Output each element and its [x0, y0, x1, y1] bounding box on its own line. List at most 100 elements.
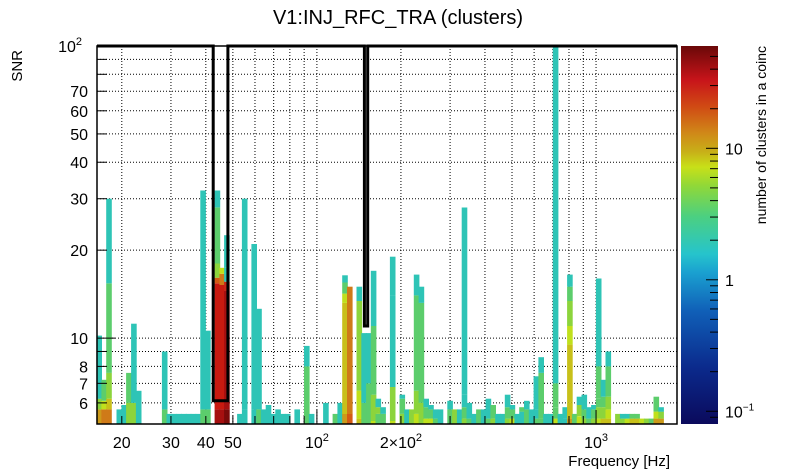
heatmap-cell [375, 413, 382, 424]
heatmap-cell [181, 413, 187, 424]
heatmap-cell [605, 418, 612, 424]
y-axis-title: SNR [9, 50, 26, 82]
heatmap-cell [576, 416, 583, 424]
heatmap-cell [653, 396, 660, 412]
heatmap-cell [471, 413, 477, 424]
heatmap-cell [423, 418, 429, 424]
heatmap-cell [161, 351, 168, 410]
heatmap-cell [366, 383, 372, 424]
x-tick-label: 20 [113, 435, 131, 452]
heatmap-cell [380, 413, 386, 424]
x-tick-label: 2×102 [380, 432, 422, 452]
heatmap-cell [356, 286, 363, 301]
heatmap-cell [205, 330, 211, 410]
heatmap-cell [214, 207, 221, 264]
heatmap-cell [161, 409, 168, 424]
y-tick-label: 70 [70, 84, 88, 101]
heatmap-cell [101, 409, 107, 424]
grid [97, 46, 677, 424]
heatmap-cell [275, 409, 281, 424]
heatmap-cell [586, 407, 592, 419]
heatmap-cell [389, 421, 396, 424]
colorbar-tick-label: 1 [725, 273, 734, 290]
heatmap-cell [576, 396, 583, 405]
y-tick-label: 40 [70, 155, 88, 172]
heatmap-cell [342, 275, 348, 283]
heatmap-cell [356, 301, 363, 391]
heatmap-cell [116, 409, 123, 424]
heatmap-cell [567, 326, 573, 345]
heatmap-cell [219, 273, 225, 285]
x-tick-label: 50 [224, 435, 242, 452]
x-tick-label: 102 [305, 432, 329, 452]
heatmap-cell [581, 418, 588, 424]
heatmap-cell [214, 277, 221, 284]
heatmap-cell [524, 409, 530, 424]
heatmap-cell [423, 398, 429, 408]
heatmap-cell [166, 413, 173, 424]
heatmap-cell [461, 207, 468, 395]
heatmap-cell [504, 407, 511, 419]
heatmap-cell [219, 285, 225, 410]
heatmap-cell [619, 413, 626, 419]
heatmap-cell [101, 400, 107, 410]
heatmap-cell [581, 394, 588, 410]
heatmap-cell [552, 407, 559, 419]
x-tick-label: 40 [197, 435, 215, 452]
heatmap-cell [452, 409, 458, 424]
heatmap-cell [581, 409, 588, 419]
heatmap-cell [399, 394, 406, 399]
heatmap-cell [214, 190, 221, 208]
y-tick-label: 60 [70, 104, 88, 121]
heatmap-cell [533, 418, 540, 424]
heatmap-cell [200, 190, 206, 410]
x-axis: 20 30 40 50 102 2×102 103 [113, 410, 608, 452]
heatmap-cell [466, 402, 473, 419]
heatmap-cell [280, 413, 286, 424]
heatmap-cell [658, 418, 664, 424]
heatmap-cell [432, 418, 439, 424]
heatmap-cell [121, 405, 127, 424]
heatmap-cell [567, 301, 573, 326]
heatmap-cell [106, 283, 112, 373]
heatmap-cell [600, 418, 607, 424]
heatmap-cell [106, 198, 112, 284]
heatmap-cell [552, 46, 559, 384]
heatmap-cell [251, 409, 257, 424]
y-tick-label: 10 [70, 331, 88, 348]
heatmap-cell [567, 274, 573, 287]
heatmap-cell [375, 398, 382, 408]
heatmap-cell [356, 390, 363, 419]
heatmap-cell [519, 411, 525, 424]
heatmap-cell [404, 409, 410, 424]
heatmap-cell [176, 413, 182, 424]
heatmap-cell [504, 418, 511, 424]
heatmap-cell [504, 394, 511, 408]
heatmap-cell [543, 413, 549, 424]
heatmap-cell [600, 407, 607, 419]
heatmap-cell [576, 405, 583, 417]
heatmap-cell [634, 418, 640, 424]
heatmap-cell [619, 418, 626, 424]
heatmap-cell [96, 335, 102, 399]
heatmap-cell [461, 407, 468, 419]
heatmap-cell [171, 413, 177, 424]
heatmap-cell [524, 400, 530, 410]
heatmap-cell [624, 413, 631, 419]
heatmap-cell [219, 267, 225, 274]
colorbar-axis: 10−1 1 10 [706, 55, 755, 421]
heatmap-cell [131, 402, 137, 424]
heatmap-cell [224, 409, 230, 424]
heatmap-cell [332, 413, 339, 424]
heatmap-cell [370, 326, 377, 395]
heatmap-cell [265, 405, 272, 424]
heatmap-cell [490, 405, 496, 419]
heatmap-cell [135, 390, 142, 424]
heatmap-cell [605, 351, 612, 367]
plot-frame [96, 45, 678, 425]
heatmap-cell [205, 409, 211, 424]
heatmap-cell [595, 278, 602, 367]
heatmap-cell [567, 286, 573, 301]
heatmap-cell [538, 372, 544, 419]
